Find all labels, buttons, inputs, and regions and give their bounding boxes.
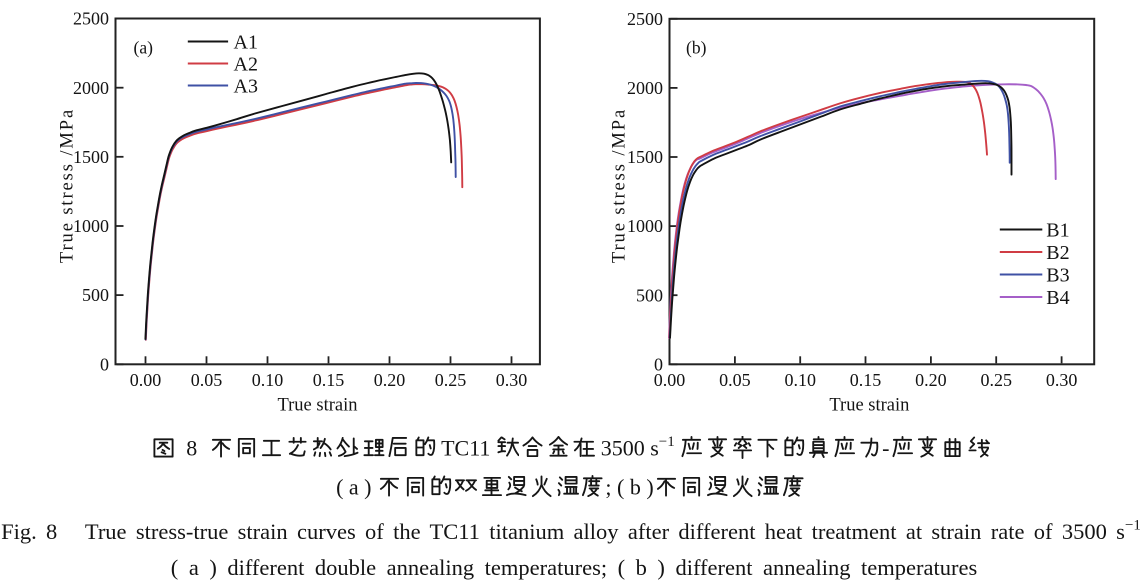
svg-text:2000: 2000 — [627, 78, 663, 98]
svg-text:True stress /MPa: True stress /MPa — [610, 108, 630, 263]
svg-text:0.30: 0.30 — [1046, 370, 1078, 390]
svg-text:A1: A1 — [234, 31, 258, 53]
svg-text:A2: A2 — [234, 53, 258, 75]
svg-text:500: 500 — [82, 285, 109, 305]
svg-text:0.10: 0.10 — [784, 370, 816, 390]
svg-text:2500: 2500 — [627, 9, 663, 29]
svg-text:1000: 1000 — [73, 216, 109, 236]
svg-text:0.10: 0.10 — [252, 370, 284, 390]
svg-text:0.20: 0.20 — [374, 370, 406, 390]
svg-text:500: 500 — [636, 285, 663, 305]
svg-text:2000: 2000 — [73, 78, 109, 98]
svg-text:0: 0 — [100, 354, 109, 374]
svg-text:0.20: 0.20 — [915, 370, 947, 390]
svg-text:1500: 1500 — [73, 147, 109, 167]
svg-text:0: 0 — [654, 354, 663, 374]
svg-text:2500: 2500 — [73, 9, 109, 29]
svg-text:0.25: 0.25 — [980, 370, 1012, 390]
svg-text:0.25: 0.25 — [435, 370, 467, 390]
svg-text:B2: B2 — [1046, 242, 1069, 264]
svg-text:True stress /MPa: True stress /MPa — [58, 108, 78, 263]
svg-text:0.00: 0.00 — [654, 370, 686, 390]
svg-text:0.05: 0.05 — [719, 370, 751, 390]
svg-text:0.00: 0.00 — [130, 370, 162, 390]
svg-text:0.15: 0.15 — [313, 370, 345, 390]
svg-text:(b): (b) — [686, 38, 707, 58]
svg-text:True strain: True strain — [278, 396, 358, 416]
svg-text:0.05: 0.05 — [191, 370, 223, 390]
svg-text:1500: 1500 — [627, 147, 663, 167]
svg-text:B1: B1 — [1046, 219, 1069, 241]
svg-text:1000: 1000 — [627, 216, 663, 236]
svg-text:0.30: 0.30 — [496, 370, 528, 390]
svg-text:A3: A3 — [234, 75, 258, 97]
svg-text:True strain: True strain — [829, 396, 909, 416]
svg-text:B4: B4 — [1046, 287, 1069, 309]
svg-text:0.15: 0.15 — [850, 370, 882, 390]
svg-text:B3: B3 — [1046, 264, 1069, 286]
svg-text:(a): (a) — [134, 38, 154, 58]
